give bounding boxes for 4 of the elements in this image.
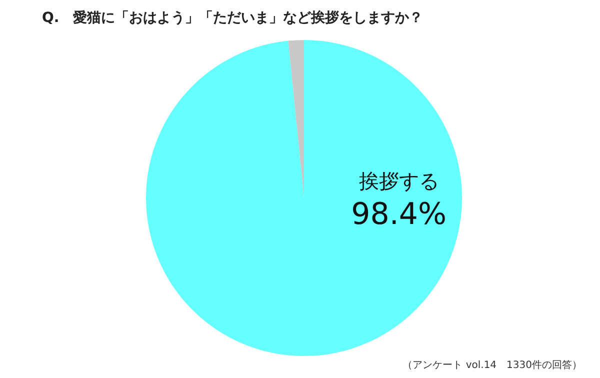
text: （アンケート vol.14 1330件の回答）: [402, 359, 582, 371]
chart-title: Q. 愛猫に「おはよう」「ただいま」など挨拶をしますか？: [42, 10, 424, 26]
slice-label: 挨拶する: [358, 169, 439, 193]
data-label: 98.4%: [351, 197, 446, 232]
